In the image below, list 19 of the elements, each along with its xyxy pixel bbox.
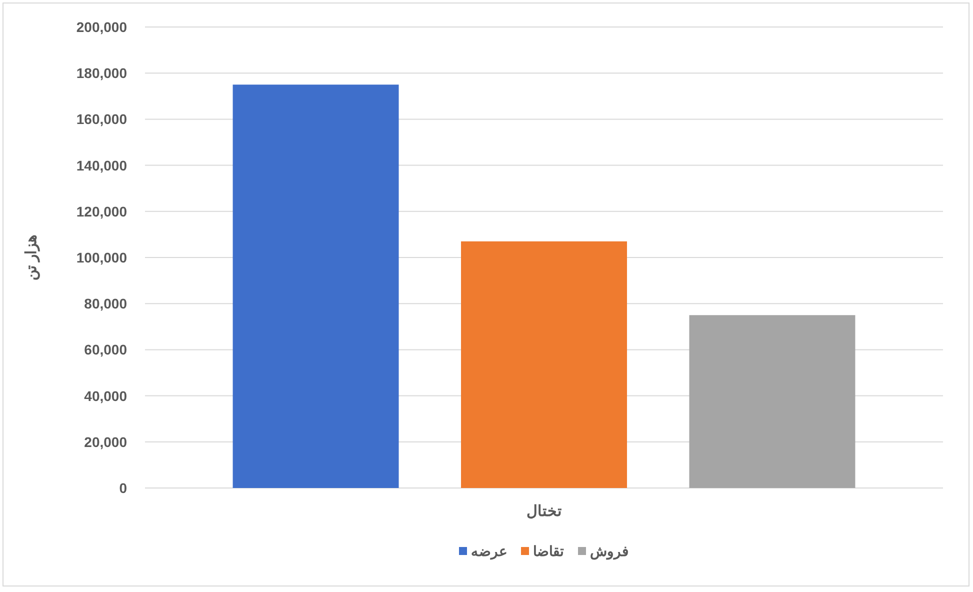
- y-tick-label: 20,000: [84, 434, 128, 450]
- bar: [461, 241, 627, 488]
- y-tick-label: 60,000: [84, 342, 128, 358]
- y-tick-label: 160,000: [76, 111, 128, 128]
- bar: [689, 315, 856, 488]
- y-axis-title: هزار تن: [23, 234, 40, 281]
- x-tick-label: تختال: [526, 503, 562, 520]
- y-tick-label: 120,000: [76, 203, 128, 220]
- y-tick-label: 140,000: [76, 157, 128, 174]
- y-tick-label: 180,000: [76, 65, 128, 82]
- legend-label: فروش: [590, 543, 629, 560]
- y-tick-label: 80,000: [84, 296, 128, 312]
- bar: [232, 84, 399, 488]
- y-tick-label: 200,000: [76, 19, 128, 35]
- y-tick-label: 100,000: [76, 250, 128, 266]
- y-tick-label: 40,000: [84, 388, 128, 404]
- legend-label: تقاضا: [533, 543, 564, 559]
- legend-label: عرضه: [471, 543, 507, 560]
- y-tick-label: 0: [119, 480, 128, 496]
